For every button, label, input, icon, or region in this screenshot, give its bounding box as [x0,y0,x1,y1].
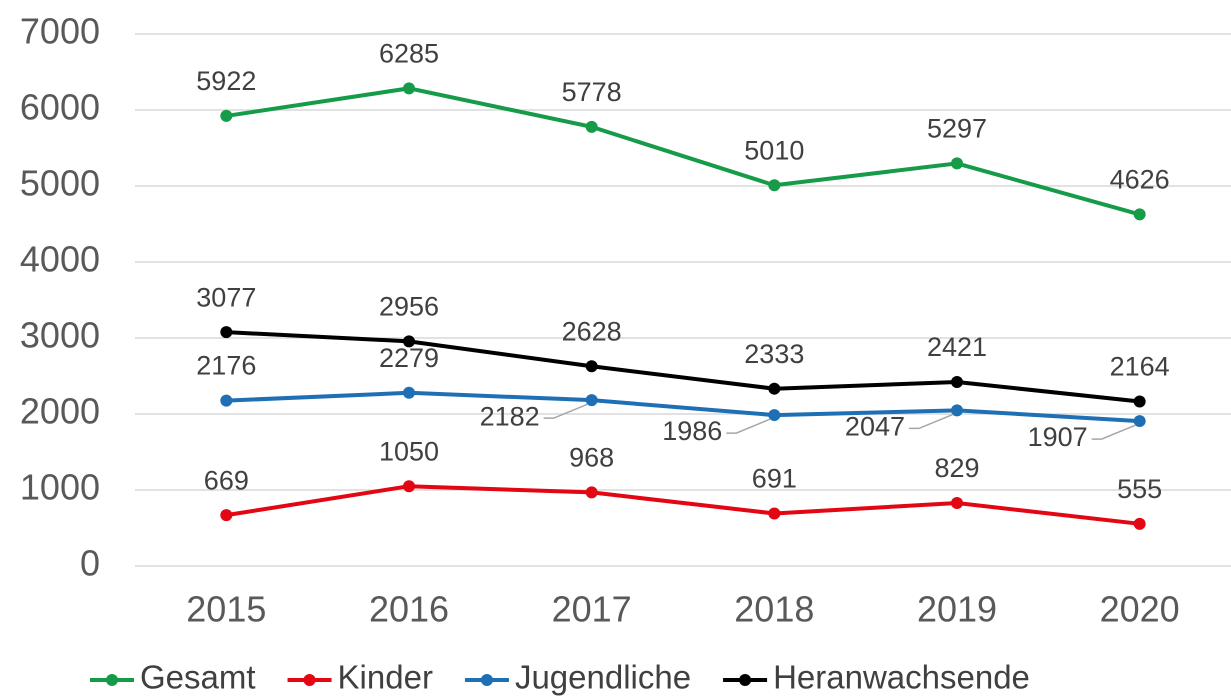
data-label: 1050 [379,436,439,466]
legend-marker [106,674,118,686]
data-label: 1907 [1028,422,1088,452]
leader-line [1091,424,1136,440]
point [220,326,233,339]
line [226,390,1140,424]
data-label: 2279 [379,343,439,373]
x-tick-label: 2019 [917,589,997,630]
legend-marker [303,674,316,686]
point [403,386,415,399]
legend-label: Jugendliche [515,659,691,696]
point [585,120,598,133]
point [585,360,598,373]
data-label: 691 [752,464,797,494]
point [585,394,598,407]
y-tick-label: 5000 [20,163,100,204]
leader-line [909,413,954,430]
leader-line [726,418,771,434]
data-label: 5922 [196,66,256,96]
x-tick-label: 2018 [734,589,814,630]
point [220,394,233,407]
point [768,409,781,422]
y-tick-label: 1000 [20,467,100,508]
data-label: 1986 [662,416,722,446]
data-label: 2421 [927,332,987,362]
legend-label: Heranwachsende [773,659,1030,696]
point [768,507,781,520]
point [585,486,598,499]
point [768,382,781,395]
leader-line [543,403,588,419]
line [226,86,1141,217]
point [768,179,781,192]
point [1133,415,1146,428]
data-label: 3077 [196,282,256,312]
point [951,496,963,509]
x-tick-label: 2020 [1100,589,1180,630]
data-label: 5778 [562,77,622,107]
legend-marker [739,674,752,686]
data-label: 5297 [927,114,987,144]
data-label: 2628 [562,316,622,346]
data-label: 2176 [196,351,256,381]
data-label: 4626 [1110,165,1170,195]
point [403,335,415,348]
data-label: 2164 [1110,352,1170,382]
y-tick-label: 4000 [20,239,100,280]
data-label: 2956 [379,291,439,321]
legend-label: Kinder [338,659,433,696]
point [951,376,963,389]
data-label: 669 [204,465,249,495]
y-tick-label: 3000 [20,315,100,356]
data-label: 2182 [480,401,540,431]
data-label: 829 [934,453,979,483]
line [226,484,1140,526]
point [951,157,963,170]
data-label: 6285 [379,38,439,68]
data-label: 968 [569,443,614,473]
x-tick-label: 2017 [552,589,632,630]
data-label: 2047 [845,412,905,442]
data-label: 5010 [744,135,804,165]
point [403,480,415,493]
point [1133,395,1146,408]
data-label: 2333 [744,339,804,369]
point [1133,208,1146,221]
y-tick-label: 2000 [20,391,100,432]
x-tick-label: 2016 [369,589,449,630]
data-label: 555 [1117,474,1162,504]
y-tick-label: 0 [80,543,100,584]
point [220,509,233,522]
y-tick-label: 7000 [20,11,100,52]
legend-label: Gesamt [140,659,256,696]
x-tick-label: 2015 [186,589,266,630]
legend-marker [480,674,493,686]
y-tick-label: 6000 [20,87,100,128]
point [951,404,963,417]
point [403,82,415,95]
line [226,330,1140,404]
point [220,109,233,122]
point [1133,517,1146,530]
